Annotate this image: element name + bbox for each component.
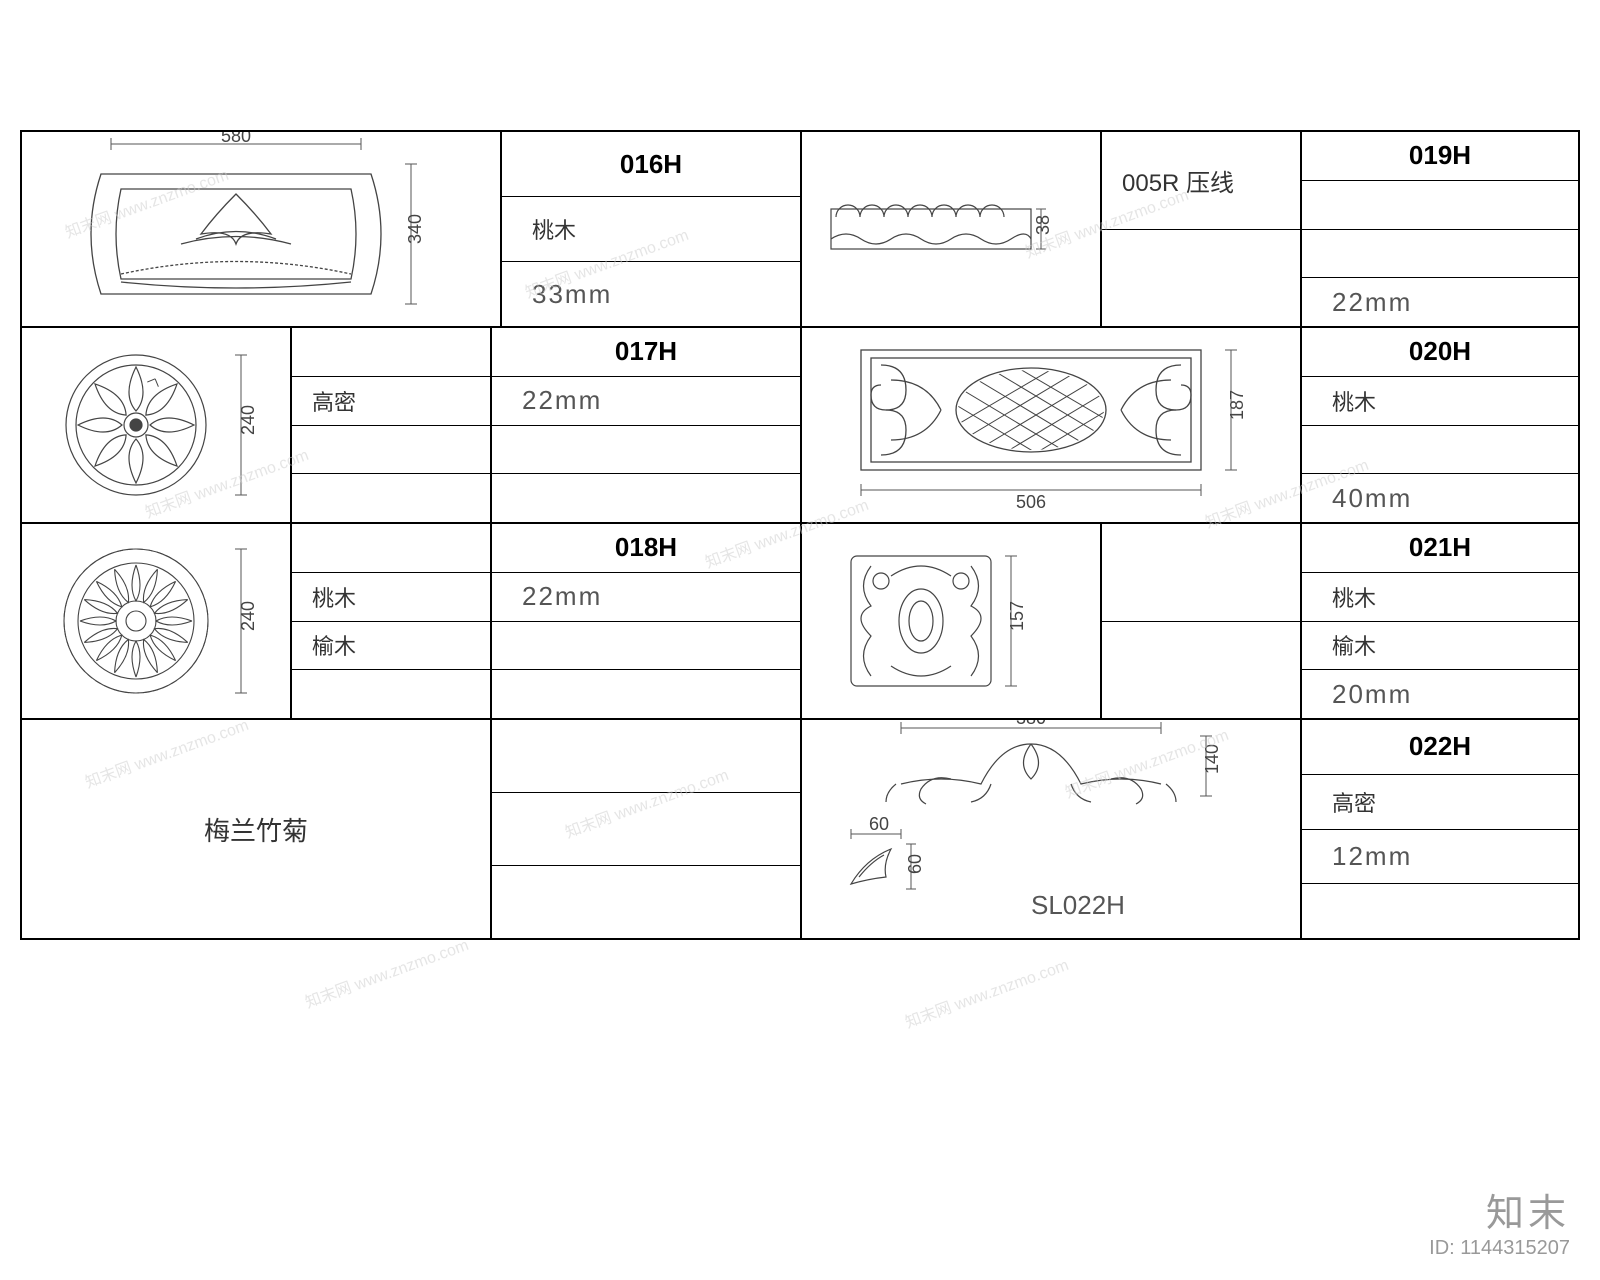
code-017h: 017H	[492, 328, 800, 377]
row-plain-022: 梅兰竹菊	[21, 719, 1579, 939]
figure-022h: 380 140 60 60 SL022H	[801, 719, 1301, 939]
thk-016h: 33mm	[502, 262, 800, 326]
thk-020h: 40mm	[1302, 474, 1578, 522]
dim-022-sw: 60	[869, 814, 889, 834]
info-019h: 019H 22mm	[1301, 131, 1579, 327]
figlabel-019: 005R 压线	[1102, 132, 1300, 230]
dim-022-sh: 60	[905, 854, 925, 874]
mat2-018h: 榆木	[292, 622, 490, 671]
figure-021h: 157	[801, 523, 1101, 719]
dim-016-w: 580	[221, 131, 251, 146]
mid-019h: 005R 压线	[1101, 131, 1301, 327]
info-blank	[491, 719, 801, 939]
row-016-019: 580 340	[21, 131, 1579, 327]
mat-020h: 桃木	[1302, 377, 1578, 426]
code-016h: 016H	[502, 132, 800, 197]
dim-019-h: 38	[1033, 215, 1053, 235]
code-020h: 020H	[1302, 328, 1578, 377]
figure-020h: 506 187	[801, 327, 1301, 523]
info-018h: 018H 22mm	[491, 523, 801, 719]
mat2-021h: 榆木	[1302, 622, 1578, 671]
info-022h: 022H 高密 12mm	[1301, 719, 1579, 939]
row-017-020: 240 高密 017H 22mm	[21, 327, 1579, 523]
mid-017h: 高密	[291, 327, 491, 523]
mat-022h: 高密	[1302, 775, 1578, 830]
mat-017h: 高密	[292, 377, 490, 426]
dim-016-h: 340	[405, 214, 425, 244]
dim-020-w: 506	[1016, 492, 1046, 512]
figure-019h: 38	[801, 131, 1101, 327]
label-sl022h: SL022H	[1031, 890, 1125, 920]
figure-017h: 240	[21, 327, 291, 523]
code-022h: 022H	[1302, 720, 1578, 775]
code-021h: 021H	[1302, 524, 1578, 573]
dim-020-h: 187	[1227, 390, 1247, 420]
mid-018h: 桃木 榆木	[291, 523, 491, 719]
spec-sheet: 580 340	[20, 130, 1580, 940]
footer: 知末 ID: 1144315207	[1429, 1182, 1570, 1260]
dim-021-h: 157	[1007, 601, 1027, 631]
footer-id: ID: 1144315207	[1429, 1237, 1570, 1260]
dim-018-h: 240	[238, 601, 258, 631]
dim-022-h: 140	[1202, 744, 1222, 774]
info-020h: 020H 桃木 40mm	[1301, 327, 1579, 523]
code-019h: 019H	[1302, 132, 1578, 181]
row-018-021: 240 桃木 榆木 018H 22mm	[21, 523, 1579, 719]
dim-017-h: 240	[238, 405, 258, 435]
mid-021h	[1101, 523, 1301, 719]
thk-021h: 20mm	[1302, 670, 1578, 718]
info-017h: 017H 22mm	[491, 327, 801, 523]
mat1-018h: 桃木	[292, 573, 490, 622]
figure-016h: 580 340	[21, 131, 501, 327]
mat1-021h: 桃木	[1302, 573, 1578, 622]
watermark: 知末网 www.znzmo.com	[901, 951, 1071, 1033]
figure-018h: 240	[21, 523, 291, 719]
footer-brand: 知末	[1429, 1182, 1570, 1237]
thk-017h: 22mm	[492, 377, 800, 426]
dim-022-w: 380	[1016, 719, 1046, 728]
info-021h: 021H 桃木 榆木 20mm	[1301, 523, 1579, 719]
thk-019h: 22mm	[1302, 278, 1578, 326]
mat-016h: 桃木	[502, 197, 800, 262]
code-018h: 018H	[492, 524, 800, 573]
label-meilanzhuju: 梅兰竹菊	[21, 719, 491, 939]
info-016h: 016H 桃木 33mm	[501, 131, 801, 327]
watermark: 知末网 www.znzmo.com	[301, 931, 471, 1013]
thk-022h: 12mm	[1302, 830, 1578, 885]
thk-018h: 22mm	[492, 573, 800, 622]
